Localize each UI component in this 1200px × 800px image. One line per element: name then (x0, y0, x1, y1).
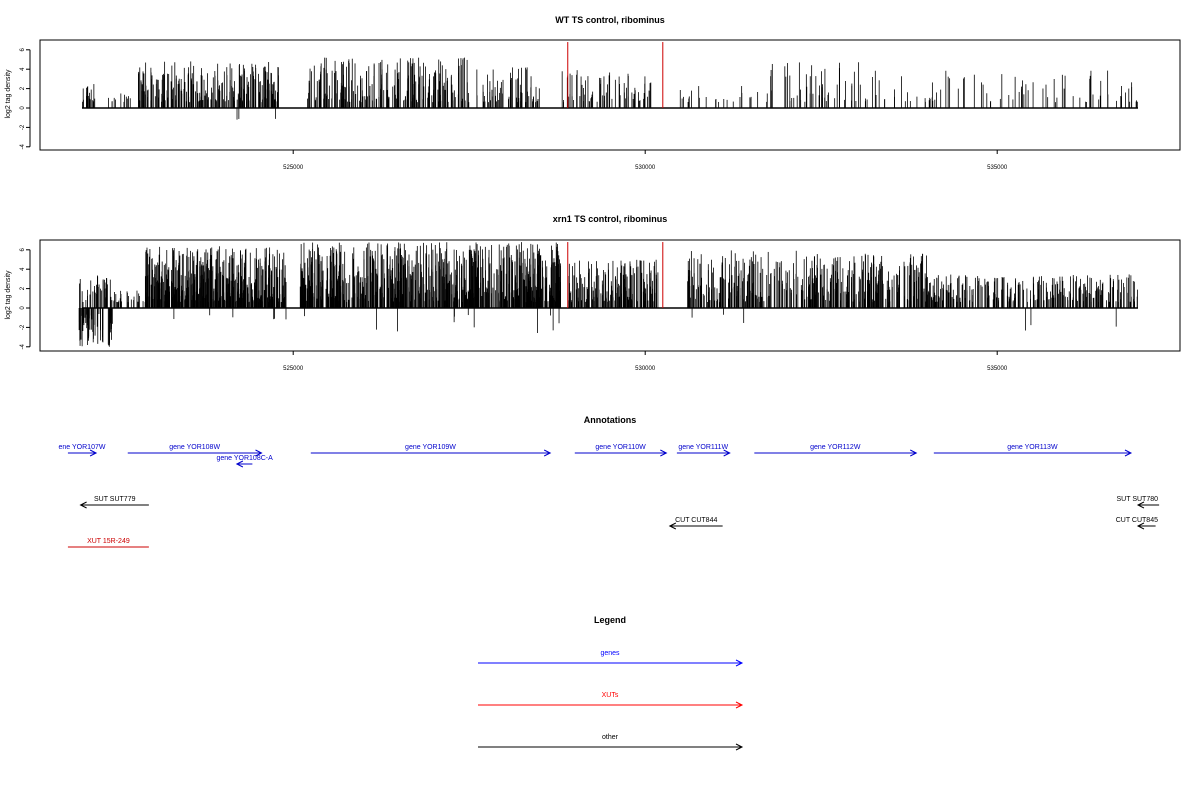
annotation-feature: CUT CUT844 (668, 517, 723, 530)
legend-items: genes XUTs other (478, 650, 744, 751)
legend-item: genes (478, 650, 744, 667)
y-tick-label: -4 (20, 343, 26, 349)
y-tick-label: -2 (20, 324, 26, 330)
legend-title: Legend (594, 615, 626, 625)
coverage-bars (78, 242, 1138, 347)
arrow-left-icon (79, 501, 87, 509)
y-tick-label: 0 (20, 306, 26, 310)
arrow-left-icon (1136, 522, 1145, 530)
feature-label: SUT SUT779 (94, 496, 136, 503)
legend: Legend genes XUTs other (478, 615, 744, 751)
y-axis: -4 -2 0 2 4 6 (20, 47, 31, 149)
y-tick-label: 0 (20, 106, 26, 110)
plot-frame (39, 239, 1181, 352)
legend-label: genes (600, 650, 620, 657)
annotation-feature: gene YOR110W (574, 444, 668, 457)
annotation-feature: gene YOR108C-A (216, 455, 273, 468)
annotations-track: Annotations ene YOR107W gene YOR108W gene … (59, 415, 1160, 548)
x-axis: 525000 530000 535000 (283, 351, 1008, 372)
annotation-feature: gene YOR111W (676, 444, 731, 457)
panel-xrn1: xrn1 TS control, ribominus log2 tag dens… (5, 214, 1181, 372)
annotation-feature: SUT SUT780 (1117, 496, 1160, 509)
y-tick-label: -2 (20, 124, 26, 130)
arrow-right-icon (1124, 449, 1133, 457)
legend-label: XUTs (602, 692, 619, 699)
feature-label: XUT 15R-249 (87, 538, 130, 545)
feature-label: gene YOR109W (405, 444, 456, 451)
annotation-items: ene YOR107W gene YOR108W gene YOR108C-A gen… (59, 444, 1160, 548)
feature-label: SUT SUT780 (1117, 496, 1159, 503)
feature-label: gene YOR110W (595, 444, 646, 451)
feature-label: CUT CUT844 (675, 517, 717, 524)
feature-label: gene YOR111W (678, 444, 728, 451)
y-tick-label: 2 (20, 86, 26, 90)
y-tick-label: 4 (20, 67, 26, 71)
panel-title: WT TS control, ribominus (555, 15, 665, 25)
arrow-right-icon (723, 449, 731, 457)
arrow-right-icon (735, 659, 744, 667)
annotations-title: Annotations (584, 415, 637, 425)
panel-wt: WT TS control, ribominus log2 tag densit… (5, 15, 1181, 171)
y-axis-label: log2 tag density (5, 69, 12, 119)
annotation-feature: SUT SUT779 (79, 496, 149, 509)
coverage-bars (82, 42, 1138, 120)
arrow-right-icon (735, 701, 744, 709)
y-axis: -4 -2 0 2 4 6 (20, 247, 31, 349)
legend-item: other (478, 734, 744, 751)
arrow-left-icon (668, 522, 677, 530)
feature-label: gene YOR108C-A (216, 455, 273, 462)
y-axis-label: log2 tag density (5, 270, 12, 320)
feature-label: ene YOR107W (59, 444, 106, 451)
y-tick-label: 6 (20, 247, 26, 251)
y-tick-label: -4 (20, 143, 26, 149)
legend-label: other (602, 734, 619, 741)
feature-label: gene YOR112W (810, 444, 861, 451)
annotation-feature: gene YOR113W (933, 444, 1133, 457)
x-tick-label: 535000 (987, 366, 1008, 372)
arrow-right-icon (910, 449, 918, 457)
x-tick-label: 530000 (635, 366, 656, 372)
feature-label: CUT CUT845 (1116, 517, 1158, 524)
panel-title: xrn1 TS control, ribominus (553, 214, 668, 224)
y-tick-label: 2 (20, 286, 26, 290)
arrow-right-icon (255, 449, 263, 457)
annotation-feature: ene YOR107W (59, 444, 106, 457)
arrow-right-icon (89, 449, 98, 457)
feature-label: gene YOR108W (169, 444, 220, 451)
arrow-left-icon (1136, 501, 1145, 509)
feature-label: gene YOR113W (1007, 444, 1058, 451)
x-tick-label: 530000 (635, 165, 656, 171)
annotation-feature: XUT 15R-249 (67, 538, 149, 548)
x-tick-label: 525000 (283, 366, 304, 372)
arrow-right-icon (543, 449, 552, 457)
y-tick-label: 4 (20, 267, 26, 271)
annotation-feature: gene YOR109W (310, 444, 552, 457)
x-tick-label: 535000 (987, 165, 1008, 171)
annotation-feature: gene YOR112W (754, 444, 918, 457)
annotation-feature: CUT CUT845 (1116, 517, 1158, 530)
plot-frame (39, 39, 1181, 151)
y-tick-label: 6 (20, 47, 26, 51)
x-axis: 525000 530000 535000 (283, 150, 1008, 171)
arrow-right-icon (735, 743, 744, 751)
annotation-feature: gene YOR108W (127, 444, 263, 457)
x-tick-label: 525000 (283, 165, 304, 171)
arrow-right-icon (660, 449, 668, 457)
arrow-left-icon (235, 460, 244, 468)
legend-item: XUTs (478, 692, 744, 709)
